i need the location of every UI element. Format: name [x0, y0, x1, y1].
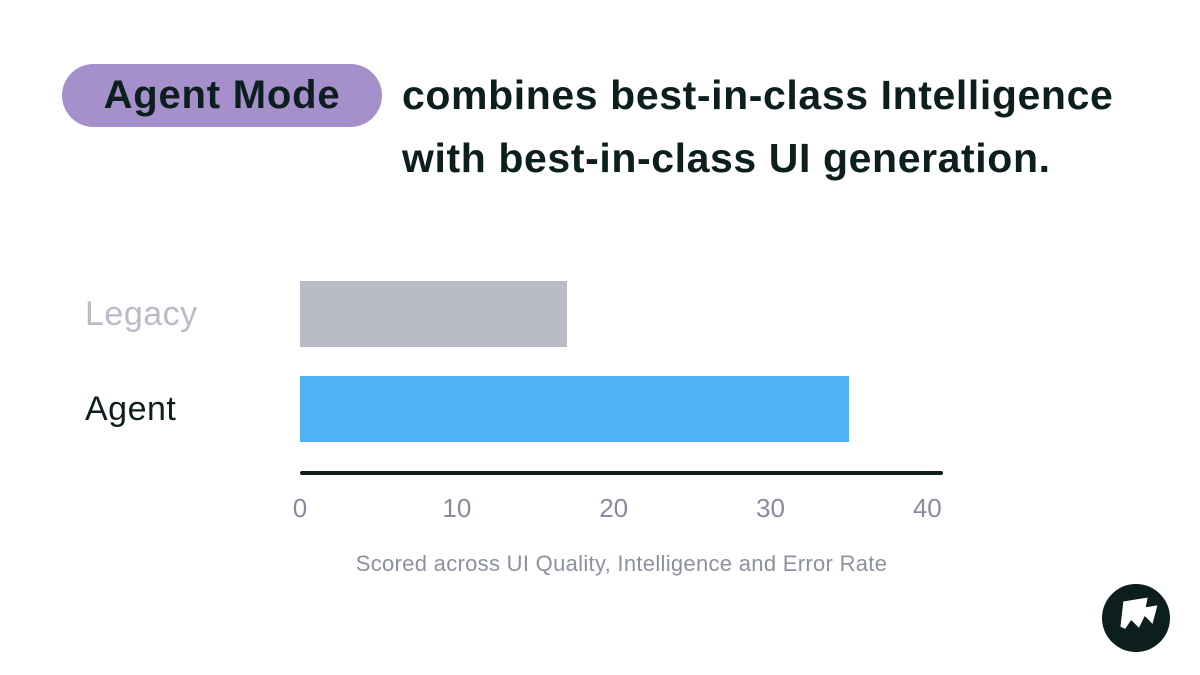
axis-caption: Scored across UI Quality, Intelligence a…	[355, 551, 888, 576]
x-tick-label-0: 0	[292, 493, 308, 523]
x-tick-label-40: 40	[912, 493, 942, 523]
bar-agent	[300, 376, 849, 442]
agent-mode-badge: Agent Mode	[62, 64, 382, 127]
bar-chart: Legacy Agent 0 10 20 30 40 Scored across UI Q…	[85, 281, 945, 577]
bar-area	[300, 281, 943, 347]
category-label-agent: Agent	[85, 389, 177, 428]
x-tick-label-20: 20	[599, 493, 629, 523]
category-label-legacy: Legacy	[85, 294, 198, 333]
chart-row-legacy: Legacy	[85, 281, 945, 347]
x-tick-label-10: 10	[442, 493, 472, 523]
bar-legacy	[300, 281, 567, 347]
title-line-2: with best-in-class UI generation.	[402, 135, 1051, 181]
x-axis-line	[300, 471, 943, 475]
chart-rows: Legacy Agent	[85, 281, 945, 442]
brand-logo	[1101, 583, 1171, 653]
title-line-1: combines best-in-class Intelligence	[402, 72, 1114, 118]
chart-row-agent: Agent	[85, 376, 945, 442]
flag-logo-icon	[1101, 583, 1171, 653]
title-text: combines best-in-class Intelligence with…	[402, 64, 1113, 190]
bar-area	[300, 376, 943, 442]
x-axis-ticks: 0 10 20 30 40	[293, 493, 943, 523]
page-title: Agent Mode combines best-in-class Intell…	[62, 64, 1113, 190]
x-tick-label-30: 30	[756, 493, 785, 523]
